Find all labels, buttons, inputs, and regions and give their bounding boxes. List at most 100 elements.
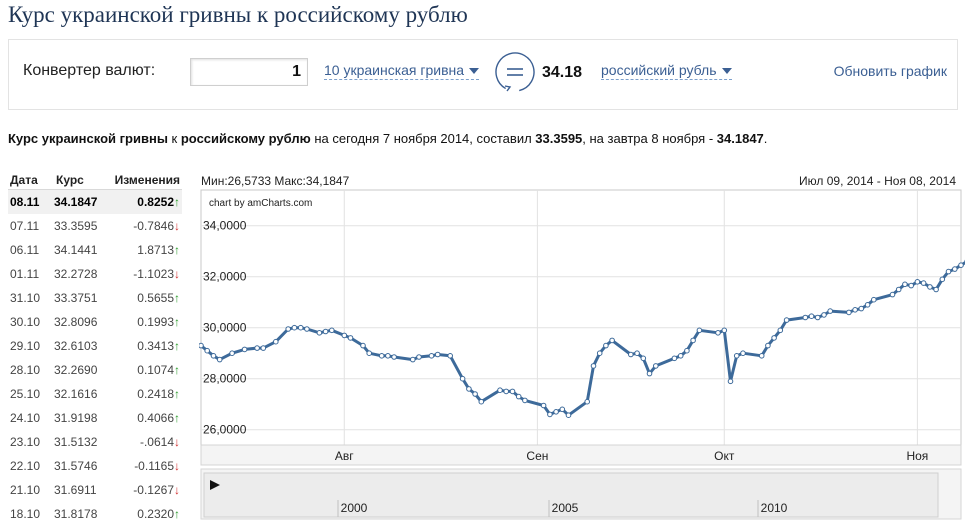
row-change: 0.2418↑ — [110, 382, 182, 406]
chart-credit: chart by amCharts.com — [209, 198, 312, 209]
header-rate: Курс — [54, 170, 110, 190]
row-change: -.0614↓ — [110, 430, 182, 454]
change-value: -1.1023 — [133, 267, 174, 281]
arrow-up-icon: ↑ — [174, 363, 180, 377]
arrow-up-icon: ↑ — [174, 315, 180, 329]
conversion-result: 34.18 — [542, 64, 582, 82]
data-point — [597, 351, 602, 356]
data-point — [305, 327, 310, 332]
y-tick-label: 26,0000 — [203, 423, 247, 437]
data-point — [199, 343, 203, 348]
row-rate: 33.3595 — [54, 214, 110, 238]
data-point — [417, 355, 422, 360]
row-rate: 31.8178 — [54, 502, 110, 526]
data-point — [386, 354, 391, 359]
row-rate: 34.1847 — [54, 190, 110, 215]
amount-input[interactable] — [190, 58, 308, 86]
data-point — [641, 356, 646, 361]
row-change: 0.4066↑ — [110, 406, 182, 430]
data-point — [815, 315, 820, 320]
x-tick-label: Окт — [714, 449, 735, 463]
data-point — [479, 399, 484, 404]
update-chart-link[interactable]: Обновить график — [834, 63, 947, 79]
y-tick-label: 28,0000 — [203, 372, 247, 386]
change-value: 0.1993 — [137, 315, 174, 329]
row-date: 25.10 — [8, 382, 54, 406]
arrow-up-icon: ↑ — [174, 243, 180, 257]
data-point — [934, 287, 939, 292]
data-point — [691, 338, 696, 343]
summary-currency-from: Курс украинской гривны — [8, 131, 168, 146]
data-point — [759, 354, 764, 359]
data-point — [317, 331, 322, 336]
data-point — [591, 364, 596, 369]
data-point — [205, 348, 210, 353]
data-point — [541, 403, 546, 408]
data-point — [230, 351, 235, 356]
data-point — [379, 354, 384, 359]
arrow-down-icon: ↓ — [174, 435, 180, 449]
data-point — [286, 327, 291, 332]
row-date: 06.11 — [8, 238, 54, 262]
data-point — [734, 354, 739, 359]
row-change: 0.2320↑ — [110, 502, 182, 526]
row-date: 18.10 — [8, 502, 54, 526]
year-label: 2000 — [341, 501, 368, 515]
data-point — [261, 346, 266, 351]
row-rate: 32.1616 — [54, 382, 110, 406]
row-date: 21.10 — [8, 478, 54, 502]
data-point — [448, 354, 453, 359]
swap-equals-icon[interactable] — [493, 50, 537, 94]
row-change: -0.7846↓ — [110, 214, 182, 238]
data-point — [953, 267, 958, 272]
data-point — [635, 351, 640, 356]
data-point — [361, 343, 366, 348]
arrow-up-icon: ↑ — [174, 387, 180, 401]
data-point — [778, 328, 783, 333]
arrow-down-icon: ↓ — [174, 219, 180, 233]
data-point — [784, 318, 789, 323]
x-axis-band — [201, 445, 961, 465]
data-point — [629, 352, 634, 357]
row-change: 0.8252↑ — [110, 190, 182, 215]
change-value: 0.4066 — [137, 411, 174, 425]
converter-label: Конвертер валют: — [23, 62, 155, 80]
arrow-down-icon: ↓ — [174, 483, 180, 497]
y-tick-label: 30,0000 — [203, 321, 247, 335]
data-point — [498, 388, 503, 393]
data-point — [523, 398, 528, 403]
data-point — [722, 328, 727, 333]
header-change: Изменения — [110, 170, 182, 190]
change-value: 0.1074 — [137, 363, 174, 377]
row-date: 31.10 — [8, 286, 54, 310]
data-point — [697, 328, 702, 333]
data-point — [411, 357, 416, 362]
row-date: 28.10 — [8, 358, 54, 382]
row-rate: 34.1441 — [54, 238, 110, 262]
to-currency-dropdown[interactable]: российский рубль — [601, 62, 732, 80]
from-currency-dropdown[interactable]: 10 украинская гривна — [324, 62, 479, 80]
year-label: 2005 — [552, 501, 579, 515]
line-chart[interactable]: 26,000028,000030,000032,000034,0000chart… — [199, 170, 965, 523]
row-change: 1.8713↑ — [110, 238, 182, 262]
change-value: 1.8713 — [137, 243, 174, 257]
data-point — [772, 336, 777, 341]
row-date: 07.11 — [8, 214, 54, 238]
data-point — [348, 336, 353, 341]
from-currency-label: 10 украинская гривна — [324, 62, 464, 78]
data-point — [510, 389, 515, 394]
data-point — [685, 348, 690, 353]
data-point — [647, 371, 652, 376]
data-point — [915, 280, 920, 285]
data-point — [274, 339, 279, 344]
row-rate: 31.6911 — [54, 478, 110, 502]
data-point — [604, 343, 609, 348]
data-point — [292, 325, 297, 330]
change-value: -0.1165 — [134, 459, 174, 473]
